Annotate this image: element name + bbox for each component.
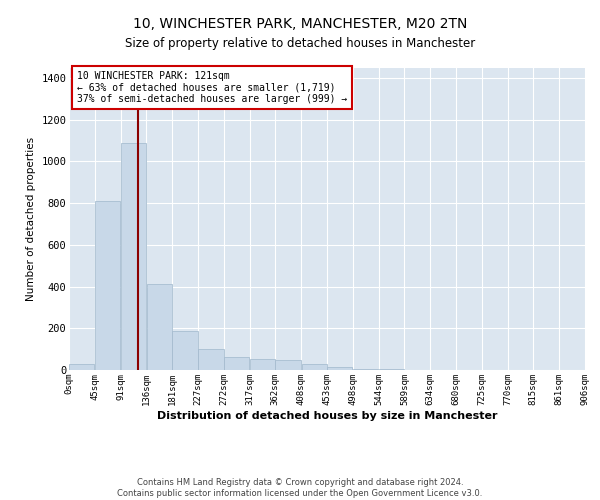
Bar: [172, 332, 197, 370]
Bar: [302, 364, 327, 370]
Bar: [353, 369, 378, 370]
Text: 10 WINCHESTER PARK: 121sqm
← 63% of detached houses are smaller (1,719)
37% of s: 10 WINCHESTER PARK: 121sqm ← 63% of deta…: [77, 70, 347, 104]
Bar: [224, 358, 250, 370]
X-axis label: Distribution of detached houses by size in Manchester: Distribution of detached houses by size …: [157, 410, 497, 420]
Bar: [275, 360, 301, 370]
Bar: [121, 142, 146, 370]
Text: Contains HM Land Registry data © Crown copyright and database right 2024.
Contai: Contains HM Land Registry data © Crown c…: [118, 478, 482, 498]
Bar: [379, 369, 404, 370]
Text: 10, WINCHESTER PARK, MANCHESTER, M20 2TN: 10, WINCHESTER PARK, MANCHESTER, M20 2TN: [133, 18, 467, 32]
Bar: [69, 364, 94, 370]
Bar: [327, 367, 352, 370]
Bar: [250, 358, 275, 370]
Y-axis label: Number of detached properties: Number of detached properties: [26, 136, 35, 301]
Bar: [146, 284, 172, 370]
Bar: [199, 349, 224, 370]
Text: Size of property relative to detached houses in Manchester: Size of property relative to detached ho…: [125, 38, 475, 51]
Bar: [95, 201, 120, 370]
